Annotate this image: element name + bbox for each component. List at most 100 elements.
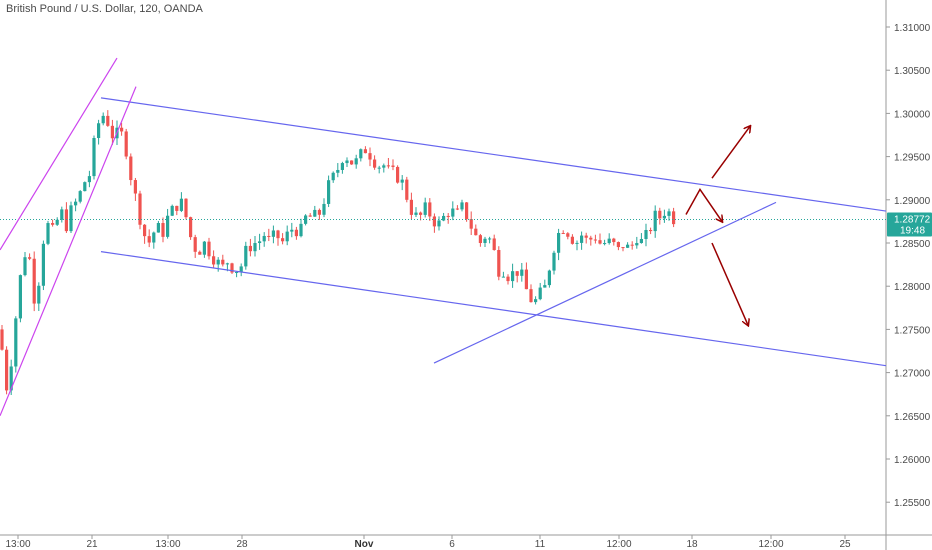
candle-body[interactable] xyxy=(69,205,73,232)
candle-body[interactable] xyxy=(5,349,9,391)
ascending-support-line[interactable] xyxy=(433,201,777,364)
candle-body[interactable] xyxy=(308,215,312,217)
candle-body[interactable] xyxy=(267,235,271,237)
candle-body[interactable] xyxy=(235,271,239,273)
candle-body[interactable] xyxy=(662,215,666,219)
candle-body[interactable] xyxy=(106,115,110,126)
candle-body[interactable] xyxy=(60,209,64,220)
candle-body[interactable] xyxy=(244,245,248,267)
candle-body[interactable] xyxy=(419,212,423,215)
candle-body[interactable] xyxy=(557,232,561,253)
candle-body[interactable] xyxy=(87,176,91,183)
candle-body[interactable] xyxy=(446,215,450,217)
rising-channel-lower-line[interactable] xyxy=(0,86,137,417)
candle-body[interactable] xyxy=(276,230,280,239)
candle-body[interactable] xyxy=(271,230,275,237)
candle-body[interactable] xyxy=(327,180,331,204)
candle-body[interactable] xyxy=(368,153,372,160)
candle-body[interactable] xyxy=(598,240,602,244)
candle-body[interactable] xyxy=(322,203,326,215)
candle-body[interactable] xyxy=(520,269,524,276)
candle-body[interactable] xyxy=(428,202,432,217)
candle-body[interactable] xyxy=(239,266,243,272)
candle-body[interactable] xyxy=(373,159,377,168)
candle-body[interactable] xyxy=(465,202,469,220)
candle-body[interactable] xyxy=(506,276,510,282)
candle-body[interactable] xyxy=(166,215,170,237)
candle-body[interactable] xyxy=(331,172,335,181)
candle-body[interactable] xyxy=(455,208,459,210)
candle-body[interactable] xyxy=(630,244,634,246)
candle-body[interactable] xyxy=(64,209,68,232)
candle-body[interactable] xyxy=(253,243,257,252)
candle-body[interactable] xyxy=(133,180,137,194)
candle-body[interactable] xyxy=(124,131,128,157)
candle-body[interactable] xyxy=(612,238,616,243)
candle-body[interactable] xyxy=(313,209,317,217)
candle-body[interactable] xyxy=(294,229,298,237)
candle-body[interactable] xyxy=(405,179,409,200)
candle-body[interactable] xyxy=(175,205,179,211)
candle-body[interactable] xyxy=(354,158,358,165)
candle-body[interactable] xyxy=(0,329,4,350)
candle-body[interactable] xyxy=(589,237,593,240)
candle-body[interactable] xyxy=(46,223,50,244)
candle-body[interactable] xyxy=(290,229,294,232)
candle-body[interactable] xyxy=(552,252,556,271)
candle-body[interactable] xyxy=(396,166,400,183)
candle-body[interactable] xyxy=(156,223,160,233)
candle-body[interactable] xyxy=(603,243,607,245)
candle-body[interactable] xyxy=(74,201,78,206)
candle-body[interactable] xyxy=(147,236,151,243)
candle-body[interactable] xyxy=(497,250,501,277)
time-axis[interactable]: 13:00 21 13:00 28 Nov 6 11 12:00 18 12:00 25 xyxy=(5,535,851,550)
candle-body[interactable] xyxy=(216,259,220,265)
candle-body[interactable] xyxy=(561,232,565,234)
candle-body[interactable] xyxy=(658,210,662,219)
candle-body[interactable] xyxy=(423,202,427,215)
candle-body[interactable] xyxy=(382,165,386,168)
candle-body[interactable] xyxy=(304,215,308,224)
upper-channel-line[interactable] xyxy=(100,97,887,212)
candle-body[interactable] xyxy=(170,205,174,216)
candle-body[interactable] xyxy=(78,191,82,202)
candle-body[interactable] xyxy=(437,220,441,227)
candle-body[interactable] xyxy=(138,193,142,225)
candle-body[interactable] xyxy=(55,219,59,225)
candle-body[interactable] xyxy=(409,199,413,215)
candle-body[interactable] xyxy=(534,299,538,303)
rising-channel-upper-line[interactable] xyxy=(0,57,118,251)
candles[interactable] xyxy=(0,110,676,395)
candle-body[interactable] xyxy=(529,289,533,303)
candle-body[interactable] xyxy=(607,238,611,244)
candle-body[interactable] xyxy=(340,163,344,170)
candle-body[interactable] xyxy=(152,232,156,243)
candle-body[interactable] xyxy=(193,237,197,252)
candle-body[interactable] xyxy=(653,210,657,232)
candle-body[interactable] xyxy=(488,238,492,240)
candle-body[interactable] xyxy=(515,271,519,276)
candle-body[interactable] xyxy=(469,219,473,229)
candle-body[interactable] xyxy=(644,229,648,240)
candle-body[interactable] xyxy=(299,223,303,237)
candle-body[interactable] xyxy=(198,251,202,255)
candle-body[interactable] xyxy=(189,217,193,238)
candle-body[interactable] xyxy=(161,223,165,237)
candle-body[interactable] xyxy=(97,123,101,139)
zigzag-scenario-arrow[interactable] xyxy=(685,188,722,221)
candle-body[interactable] xyxy=(386,165,390,167)
candle-body[interactable] xyxy=(570,236,574,244)
breakout-up-arrow[interactable] xyxy=(711,126,750,179)
candle-body[interactable] xyxy=(14,318,18,367)
drawing-layer[interactable] xyxy=(0,57,887,417)
candle-body[interactable] xyxy=(478,235,482,244)
candle-body[interactable] xyxy=(359,149,363,159)
candle-body[interactable] xyxy=(184,198,188,218)
candle-body[interactable] xyxy=(524,269,528,290)
candle-body[interactable] xyxy=(584,235,588,238)
candle-body[interactable] xyxy=(672,211,676,225)
candle-body[interactable] xyxy=(635,243,639,246)
candle-body[interactable] xyxy=(230,263,234,273)
candle-body[interactable] xyxy=(143,224,147,237)
